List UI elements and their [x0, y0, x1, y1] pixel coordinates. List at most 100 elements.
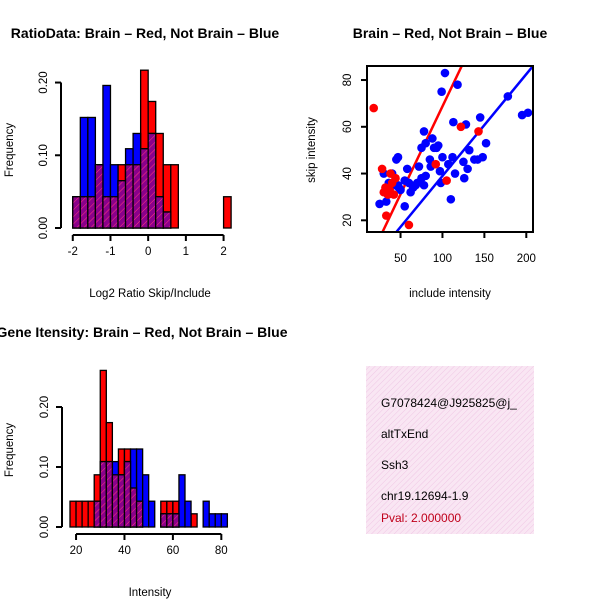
not-brain-point [396, 185, 405, 195]
ratio-histogram-xlabel: Log2 Ratio Skip/Include [89, 288, 210, 300]
intensity-histogram-x-tick-label: 80 [215, 545, 228, 557]
info-box-background [366, 366, 534, 534]
brain-point [474, 127, 483, 136]
not-brain-point [475, 113, 485, 122]
intensity-histogram-not-brain-bar [178, 474, 186, 528]
ratio-histogram-overlap-bar [117, 180, 127, 229]
not-brain-point [419, 127, 429, 136]
not-brain-point [393, 152, 403, 162]
intensity-histogram-overlap-bar [160, 513, 168, 528]
intensity-histogram-overlap-bar [93, 500, 101, 528]
not-brain-point [421, 138, 430, 148]
intensity-histogram-brain-bar [81, 500, 89, 528]
intensity-histogram-not-brain-bar [202, 500, 210, 528]
ratio-histogram-brain-bar [222, 196, 232, 229]
brain-point [442, 176, 451, 185]
ratio-histogram-y-tick-label: 0.00 [38, 217, 50, 239]
not-brain-point [421, 171, 430, 181]
scatter-y-tick-label: 80 [342, 74, 354, 87]
intensity-histogram-xlabel: Intensity [129, 587, 172, 599]
intensity-histogram-not-brain-bar [214, 513, 222, 528]
ratio-histogram-bars [72, 69, 232, 229]
ratio-histogram-overlap-bar [155, 196, 164, 229]
intensity-histogram-axes: 20 40 60 80 0.00 0.10 0.20 [39, 396, 228, 557]
not-brain-point [375, 199, 384, 209]
intensity-histogram-x-tick-label: 60 [166, 545, 179, 557]
brain-point [456, 122, 466, 132]
ratio-histogram-y-tick-label: 0.10 [38, 144, 50, 166]
scatter-points [369, 68, 533, 230]
ratio-histogram-panel: RatioData: Brain – Red, Not Brain – Blue… [4, 25, 279, 300]
scatter-xlabel: include intensity [409, 288, 491, 300]
not-brain-point [419, 180, 429, 190]
not-brain-point [459, 173, 469, 183]
not-brain-point [478, 152, 487, 162]
scatter-title: Brain – Red, Not Brain – Blue [353, 25, 548, 41]
brain-point [404, 220, 414, 230]
gene-id-text: G7078424@J925825@j_ [381, 396, 517, 410]
ratio-histogram-ylabel: Frequency [4, 123, 16, 178]
ratio-histogram-overlap-bar [94, 164, 104, 229]
intensity-histogram-overlap-bar [105, 460, 114, 528]
intensity-histogram-brain-bar [87, 500, 95, 528]
scatter-ylabel: skip intensity [306, 117, 318, 183]
location-text: chr19.12694-1.9 [381, 489, 469, 503]
ratio-histogram-overlap-bar [109, 196, 119, 229]
brain-point [391, 173, 400, 183]
intensity-histogram-overlap-bar [117, 474, 126, 528]
intensity-histogram-not-brain-bar [220, 513, 229, 528]
not-brain-point [446, 194, 456, 204]
not-brain-point [425, 155, 435, 164]
intensity-histogram-not-brain-bar [184, 500, 192, 528]
brain-point [389, 190, 399, 199]
not-brain-point [523, 108, 533, 118]
ratio-histogram-overlap-bar [79, 196, 89, 229]
scatter-x-tick-label: 150 [475, 253, 494, 265]
intensity-histogram-overlap-bar [123, 460, 132, 528]
intensity-histogram-overlap-bar [172, 513, 180, 528]
ratio-histogram-x-tick-label: 0 [145, 246, 151, 258]
info-panel: G7078424@J925825@j_ altTxEnd Ssh3 chr19.… [366, 366, 534, 534]
scatter-y-tick-label: 60 [342, 120, 354, 133]
ratio-histogram-overlap-bar [139, 148, 149, 229]
not-brain-point [449, 117, 458, 127]
brain-point [369, 103, 379, 113]
ratio-histogram-overlap-bar [162, 211, 172, 229]
scatter-x-tick-label: 100 [433, 253, 452, 265]
ratio-histogram-overlap-bar [132, 164, 142, 229]
intensity-histogram-x-tick-label: 20 [70, 545, 83, 557]
not-brain-point [453, 80, 462, 90]
not-brain-point [437, 87, 446, 97]
ratio-histogram-axes: -2 -1 0 1 2 0.00 0.10 0.20 [38, 71, 227, 258]
scatter-y-tick-label: 20 [342, 214, 354, 227]
intensity-histogram-y-tick-label: 0.10 [39, 456, 51, 478]
not-brain-point [503, 92, 513, 101]
not-brain-point [440, 68, 450, 78]
intensity-histogram-overlap-bar [111, 474, 120, 528]
not-brain-point [448, 152, 457, 162]
not-brain-point [435, 166, 445, 176]
brain-point [381, 211, 391, 220]
intensity-histogram-y-tick-label: 0.00 [39, 516, 51, 538]
not-brain-point [464, 145, 474, 155]
intensity-histogram-bars [69, 369, 229, 528]
ratio-histogram-x-tick-label: 2 [220, 246, 226, 258]
scatter-y-tick-label: 40 [342, 167, 354, 180]
intensity-scatter-panel: Brain – Red, Not Brain – Blue 50 100 150 20… [306, 25, 547, 300]
intensity-histogram-not-brain-bar [208, 513, 216, 528]
intensity-histogram-brain-bar [69, 500, 77, 528]
scatter-plot-frame [366, 65, 534, 233]
ratio-histogram-y-tick-label: 0.20 [38, 71, 50, 93]
not-brain-point [433, 141, 443, 150]
not-brain-point [381, 197, 391, 206]
intensity-histogram-panel: Gene Itensity: Brain – Red, Not Brain – … [0, 324, 288, 599]
intensity-histogram-overlap-bar [135, 500, 144, 528]
not-brain-point [400, 201, 410, 211]
not-brain-point [414, 162, 424, 171]
not-brain-point [450, 169, 460, 178]
ratio-histogram-overlap-bar [147, 132, 157, 229]
intensity-histogram-x-tick-label: 40 [118, 545, 131, 557]
ratio-histogram-title: RatioData: Brain – Red, Not Brain – Blue [11, 25, 280, 41]
not-brain-point [481, 138, 491, 148]
